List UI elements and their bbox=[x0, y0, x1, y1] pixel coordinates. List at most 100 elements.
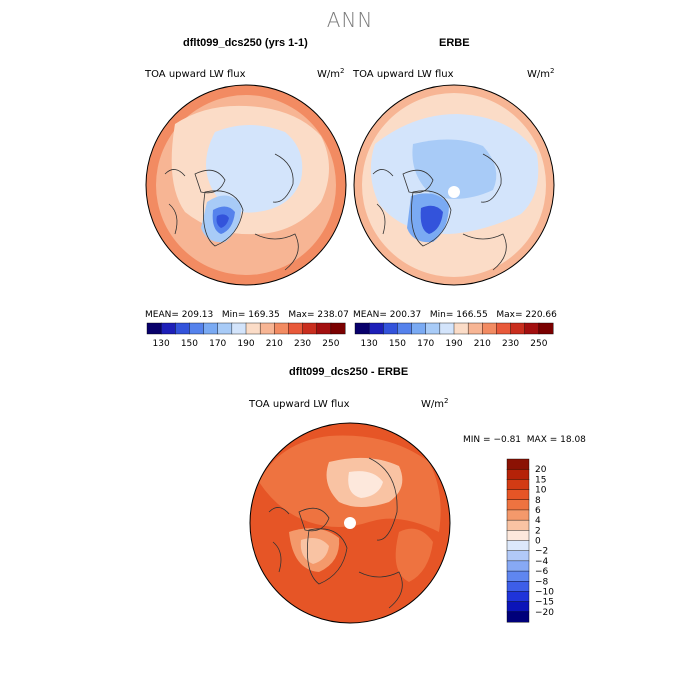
right-colorbar-swatch bbox=[411, 322, 427, 335]
diff-colorbar-tick-label: 8 bbox=[535, 496, 541, 506]
left-colorbar: 130150170190210230250270 bbox=[146, 322, 346, 348]
left-map bbox=[145, 84, 347, 286]
left-colorbar-swatch bbox=[203, 322, 219, 335]
left-colorbar-tick-label: 130 bbox=[153, 339, 170, 348]
left-map-coast-3 bbox=[254, 233, 299, 271]
left-colorbar-ticks: 130150170190210230250270 bbox=[153, 339, 340, 348]
diff-units-label: W/m2 bbox=[421, 397, 449, 410]
left-panel-title: dflt099_dcs250 (yrs 1-1) bbox=[183, 37, 308, 49]
right-stats: MEAN= 200.37 Min= 166.55 Max= 220.66 bbox=[353, 310, 557, 320]
diff-colorbar-tick-label: 0 bbox=[535, 537, 541, 547]
right-colorbar-tick-label: 150 bbox=[389, 339, 406, 348]
diff-map-pole-hole bbox=[344, 517, 356, 529]
diff-panel-title: dflt099_dcs250 - ERBE bbox=[289, 366, 409, 378]
diff-colorbar-tick-label: 15 bbox=[535, 475, 546, 485]
left-colorbar-swatch bbox=[245, 322, 261, 335]
right-colorbar-ticks: 130150170190210230250270 bbox=[361, 339, 548, 348]
diff-colorbar-swatch bbox=[506, 560, 530, 572]
left-colorbar-tick-label: 150 bbox=[181, 339, 198, 348]
left-units-label: W/m2 bbox=[317, 67, 345, 80]
right-colorbar-swatch bbox=[354, 322, 370, 335]
diff-colorbar-tick-label: −20 bbox=[535, 608, 554, 618]
left-colorbar-swatch bbox=[330, 322, 346, 335]
right-colorbar-swatch bbox=[524, 322, 540, 335]
diff-colorbar-swatch bbox=[506, 489, 530, 501]
left-colorbar-swatch bbox=[231, 322, 247, 335]
right-units-label: W/m2 bbox=[527, 67, 555, 80]
diff-map-coast-2 bbox=[306, 528, 348, 585]
diff-colorbar-swatches bbox=[506, 458, 530, 623]
left-map-coast-4 bbox=[272, 153, 294, 203]
right-map-outline bbox=[353, 84, 555, 286]
left-map-coast-5 bbox=[164, 169, 186, 235]
right-colorbar-swatch bbox=[496, 322, 512, 335]
left-stats: MEAN= 209.13 Min= 169.35 Max= 238.07 bbox=[145, 310, 349, 320]
diff-map-outline bbox=[249, 422, 451, 624]
left-colorbar-tick-label: 230 bbox=[294, 339, 311, 348]
left-map-band-6 bbox=[216, 214, 229, 228]
diff-colorbar-swatch bbox=[506, 591, 530, 603]
right-map-coast-2 bbox=[410, 190, 452, 247]
right-colorbar-swatch bbox=[510, 322, 526, 335]
diff-colorbar-tick-label: −2 bbox=[535, 547, 548, 557]
right-colorbar-swatch bbox=[397, 322, 413, 335]
diff-map-coast-5 bbox=[268, 507, 290, 573]
left-colorbar-swatch bbox=[259, 322, 275, 335]
right-colorbar-swatches bbox=[354, 322, 554, 335]
left-colorbar-tick-label: 170 bbox=[209, 339, 226, 348]
right-map-coast-1 bbox=[402, 169, 434, 194]
right-colorbar: 130150170190210230250270 bbox=[354, 322, 554, 348]
diff-colorbar-tick-label: −10 bbox=[535, 587, 554, 597]
left-colorbar-swatches bbox=[146, 322, 346, 335]
diff-colorbar-swatch bbox=[506, 499, 530, 511]
diff-colorbar-swatch bbox=[506, 550, 530, 562]
diff-colorbar-swatch bbox=[506, 458, 530, 470]
right-colorbar-swatch bbox=[482, 322, 497, 335]
right-colorbar-swatch bbox=[439, 322, 455, 335]
right-field-label: TOA upward LW flux bbox=[353, 69, 454, 80]
right-map bbox=[353, 84, 555, 286]
left-map-band-3 bbox=[206, 125, 303, 213]
diff-colorbar-swatch bbox=[506, 601, 530, 613]
right-colorbar-swatch bbox=[368, 322, 384, 335]
diff-map-band-3 bbox=[348, 471, 383, 498]
right-colorbar-swatch bbox=[425, 322, 441, 335]
left-colorbar-swatch bbox=[302, 322, 318, 335]
right-colorbar-tick-label: 130 bbox=[361, 339, 378, 348]
left-colorbar-swatch bbox=[146, 322, 162, 335]
diff-colorbar-tick-label: −8 bbox=[535, 577, 549, 587]
left-colorbar-swatch bbox=[288, 322, 304, 335]
left-colorbar-tick-label: 210 bbox=[266, 339, 283, 348]
right-map-coast-3 bbox=[462, 233, 507, 271]
diff-map bbox=[249, 422, 451, 624]
diff-map-coast-3 bbox=[358, 571, 403, 609]
right-map-coast-5 bbox=[372, 169, 394, 235]
right-colorbar-swatch bbox=[453, 322, 469, 335]
diff-colorbar-tick-label: −15 bbox=[535, 598, 554, 608]
left-field-label: TOA upward LW flux bbox=[145, 69, 246, 80]
right-colorbar-tick-label: 170 bbox=[417, 339, 434, 348]
right-map-coast-4 bbox=[480, 153, 502, 203]
right-colorbar-tick-label: 190 bbox=[445, 339, 462, 348]
right-panel-title: ERBE bbox=[439, 37, 470, 49]
left-colorbar-swatch bbox=[160, 322, 176, 335]
diff-colorbar-swatch bbox=[506, 540, 530, 552]
left-colorbar-swatch bbox=[274, 322, 289, 335]
diff-colorbar-swatch bbox=[506, 581, 530, 592]
right-colorbar-swatch bbox=[383, 322, 398, 335]
figure-title: ANN bbox=[326, 8, 374, 32]
diff-colorbar-tick-label: −6 bbox=[535, 567, 549, 577]
diff-map-coast-1 bbox=[298, 507, 330, 532]
right-map-pole-hole bbox=[448, 186, 460, 198]
right-colorbar-tick-label: 250 bbox=[530, 339, 547, 348]
right-map-band-3 bbox=[412, 139, 497, 199]
diff-colorbar-swatch bbox=[506, 570, 530, 582]
diff-stats: MIN = −0.81 MAX = 18.08 bbox=[463, 435, 586, 445]
left-colorbar-swatch bbox=[316, 322, 332, 335]
right-colorbar-swatch bbox=[538, 322, 554, 335]
left-map-outline bbox=[145, 84, 347, 286]
diff-colorbar-swatch bbox=[506, 530, 530, 542]
left-colorbar-tick-label: 190 bbox=[237, 339, 254, 348]
left-colorbar-tick-label: 250 bbox=[322, 339, 339, 348]
